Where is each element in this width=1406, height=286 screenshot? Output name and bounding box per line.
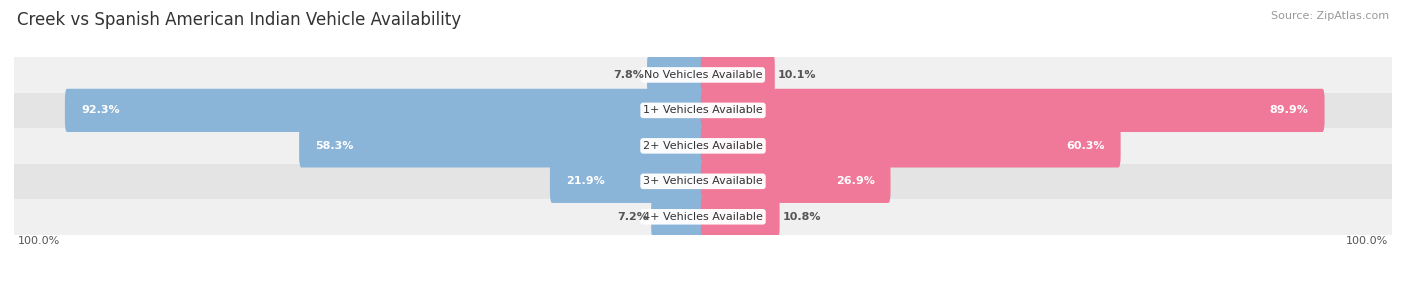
- FancyBboxPatch shape: [651, 195, 706, 239]
- Text: 26.9%: 26.9%: [835, 176, 875, 186]
- Text: 7.2%: 7.2%: [617, 212, 648, 222]
- Text: Source: ZipAtlas.com: Source: ZipAtlas.com: [1271, 11, 1389, 21]
- Text: 100.0%: 100.0%: [17, 236, 59, 246]
- Text: 92.3%: 92.3%: [82, 106, 120, 115]
- Text: 10.8%: 10.8%: [783, 212, 821, 222]
- FancyBboxPatch shape: [700, 89, 1324, 132]
- Text: 21.9%: 21.9%: [565, 176, 605, 186]
- Text: 89.9%: 89.9%: [1270, 106, 1309, 115]
- Bar: [14, 164, 1392, 199]
- Text: 60.3%: 60.3%: [1066, 141, 1105, 151]
- Bar: [14, 57, 1392, 93]
- Text: 7.8%: 7.8%: [613, 70, 644, 80]
- Text: 10.1%: 10.1%: [778, 70, 817, 80]
- Text: 100.0%: 100.0%: [1347, 236, 1389, 246]
- Text: Creek vs Spanish American Indian Vehicle Availability: Creek vs Spanish American Indian Vehicle…: [17, 11, 461, 29]
- Text: 3+ Vehicles Available: 3+ Vehicles Available: [643, 176, 763, 186]
- Bar: [14, 199, 1392, 235]
- FancyBboxPatch shape: [299, 124, 706, 168]
- FancyBboxPatch shape: [65, 89, 706, 132]
- FancyBboxPatch shape: [700, 53, 775, 97]
- Text: 4+ Vehicles Available: 4+ Vehicles Available: [643, 212, 763, 222]
- Text: 58.3%: 58.3%: [315, 141, 353, 151]
- FancyBboxPatch shape: [700, 160, 890, 203]
- FancyBboxPatch shape: [700, 124, 1121, 168]
- Bar: [14, 128, 1392, 164]
- Text: No Vehicles Available: No Vehicles Available: [644, 70, 762, 80]
- Text: 1+ Vehicles Available: 1+ Vehicles Available: [643, 106, 763, 115]
- Bar: [14, 93, 1392, 128]
- Text: 2+ Vehicles Available: 2+ Vehicles Available: [643, 141, 763, 151]
- FancyBboxPatch shape: [647, 53, 706, 97]
- FancyBboxPatch shape: [700, 195, 779, 239]
- FancyBboxPatch shape: [550, 160, 706, 203]
